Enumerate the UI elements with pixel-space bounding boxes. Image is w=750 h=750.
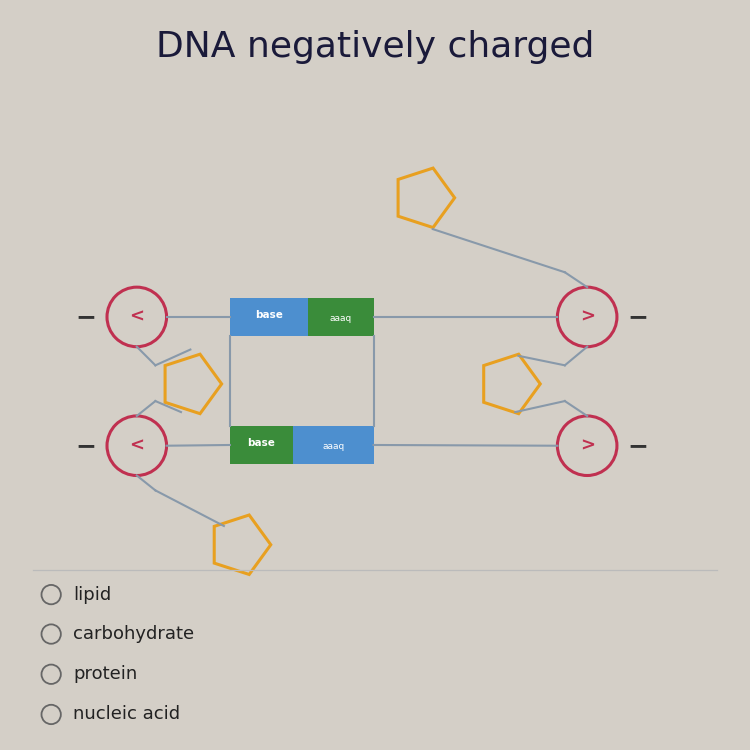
Text: −: − [627, 305, 648, 329]
Text: nucleic acid: nucleic acid [74, 706, 181, 724]
Text: carbohydrate: carbohydrate [74, 625, 195, 643]
Text: protein: protein [74, 665, 138, 683]
Bar [293, 425, 374, 464]
Text: −: − [76, 433, 97, 457]
Text: <: < [129, 436, 144, 454]
Text: <: < [129, 308, 144, 326]
Text: −: − [76, 305, 97, 329]
Bar [230, 298, 308, 336]
Text: >: > [580, 436, 595, 454]
Bar [308, 298, 374, 336]
Text: DNA negatively charged: DNA negatively charged [156, 31, 594, 64]
Text: base: base [255, 310, 283, 320]
Text: −: − [627, 433, 648, 457]
Text: lipid: lipid [74, 586, 112, 604]
Text: base: base [248, 438, 275, 448]
Bar [230, 425, 293, 464]
Text: aaaq: aaaq [322, 442, 344, 452]
Text: >: > [580, 308, 595, 326]
Text: aaaq: aaaq [330, 314, 352, 323]
